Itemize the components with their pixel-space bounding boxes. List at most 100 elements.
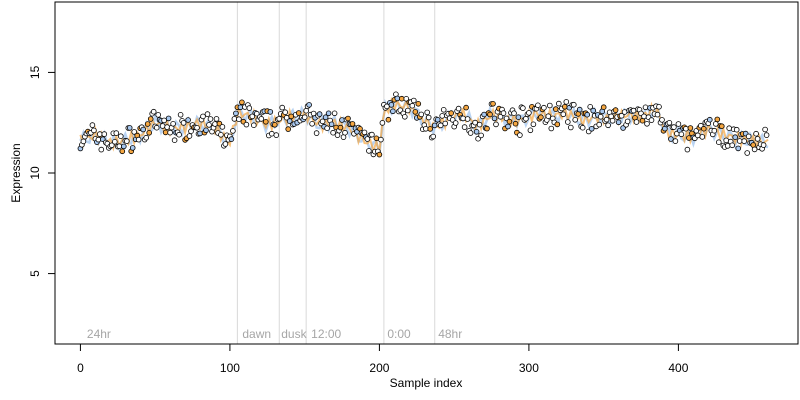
data-point [587, 104, 593, 110]
data-point [361, 129, 368, 136]
data-point [642, 104, 649, 111]
data-point [112, 139, 118, 145]
data-point [733, 126, 740, 133]
data-point [135, 136, 142, 143]
data-point [490, 101, 496, 107]
data-point [126, 125, 133, 131]
region-labels: 24hr dawn dusk 12:00 0:00 48hr [87, 327, 462, 341]
data-point [497, 114, 504, 120]
data-point [760, 142, 767, 148]
data-point [364, 136, 371, 142]
data-point [404, 107, 411, 114]
data-point [555, 100, 562, 107]
data-point [584, 111, 590, 118]
data-point [511, 110, 517, 116]
region-label-3: 12:00 [311, 327, 341, 341]
data-point [239, 99, 245, 106]
data-point [487, 111, 493, 118]
data-point [654, 111, 661, 118]
data-point [535, 102, 541, 109]
data-point [715, 139, 722, 146]
data-point [621, 109, 628, 115]
data-point [162, 129, 169, 136]
data-point [659, 117, 665, 123]
data-point [744, 150, 750, 156]
data-point [567, 124, 574, 131]
data-point [236, 116, 242, 122]
data-point [684, 146, 691, 153]
x-axis-label: Sample index [390, 376, 463, 390]
data-point [751, 146, 758, 153]
data-point [675, 121, 682, 127]
data-point [342, 129, 348, 136]
data-point [203, 127, 209, 134]
data-point [596, 121, 602, 128]
data-point [729, 142, 735, 149]
data-point [425, 114, 432, 121]
region-label-2: dusk [281, 327, 307, 341]
data-point [762, 126, 768, 133]
data-point [124, 138, 130, 144]
data-point [410, 97, 417, 104]
data-point [472, 119, 478, 126]
data-point [724, 143, 731, 149]
data-point [89, 122, 96, 128]
data-point [500, 110, 507, 116]
data-point [328, 121, 335, 128]
data-point [282, 109, 289, 115]
data-point [712, 121, 719, 127]
data-point [394, 95, 401, 102]
data-point [431, 122, 438, 129]
data-point [378, 136, 384, 143]
data-point [648, 117, 655, 123]
data-point [700, 125, 707, 132]
data-point [527, 127, 534, 134]
data-point [615, 119, 622, 126]
data-point [218, 132, 224, 138]
data-point [711, 127, 718, 134]
y-axis-label: Expression [9, 143, 23, 202]
data-point [603, 116, 610, 123]
data-point [222, 141, 229, 147]
data-point [306, 102, 312, 108]
data-point [237, 104, 244, 111]
data-point [754, 136, 761, 142]
data-point [119, 148, 126, 155]
data-point [706, 116, 713, 123]
data-point [624, 118, 631, 125]
data-point [560, 111, 567, 118]
data-point [687, 125, 694, 131]
data-point [644, 121, 650, 127]
data-point [194, 125, 200, 131]
data-point [288, 113, 295, 120]
data-point [563, 99, 570, 105]
data-point [385, 116, 392, 123]
data-point [493, 121, 499, 128]
data-point [207, 116, 214, 122]
data-points [77, 91, 770, 158]
data-point [491, 115, 498, 122]
data-point [219, 124, 226, 130]
data-point [167, 129, 173, 136]
data-point [612, 107, 619, 113]
data-point [590, 107, 596, 114]
data-point [390, 108, 396, 115]
data-point [723, 137, 729, 144]
data-point [273, 132, 280, 138]
data-point [455, 105, 462, 112]
data-point [735, 145, 741, 152]
data-point [121, 143, 127, 150]
data-point [188, 128, 194, 135]
data-point [671, 124, 677, 130]
data-point [678, 131, 685, 138]
data-point [249, 113, 256, 120]
data-point [164, 124, 170, 130]
data-point [171, 137, 178, 144]
data-point [91, 127, 97, 134]
data-point [683, 125, 689, 132]
data-point [464, 116, 471, 122]
data-point [460, 115, 466, 122]
data-point [279, 104, 286, 111]
data-point [714, 116, 721, 123]
data-point [641, 113, 647, 120]
